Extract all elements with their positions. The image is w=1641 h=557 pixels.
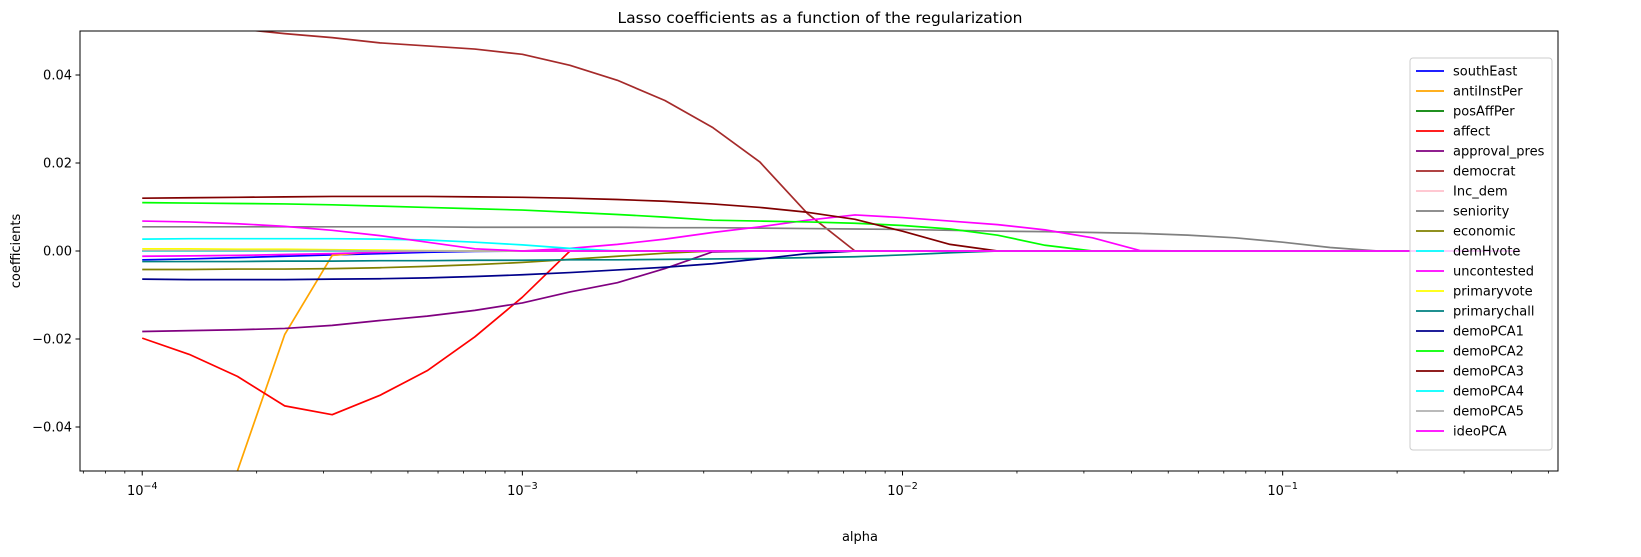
y-tick-label: 0.02 bbox=[43, 157, 72, 172]
legend-label-democrat: democrat bbox=[1453, 165, 1515, 180]
legend-label-demhvote: demHvote bbox=[1453, 245, 1520, 260]
legend-label-demopca5: demoPCA5 bbox=[1453, 405, 1524, 420]
legend-label-approval-pres: approval_pres bbox=[1453, 145, 1545, 160]
legend-label-demopca4: demoPCA4 bbox=[1453, 385, 1524, 400]
legend: southEast antiInstPer posAffPer affect appro… bbox=[1410, 58, 1552, 450]
legend-label-inc-dem: Inc_dem bbox=[1453, 185, 1508, 200]
legend-label-demopca2: demoPCA2 bbox=[1453, 345, 1524, 360]
legend-label-antiinstper: antiInstPer bbox=[1453, 85, 1523, 100]
legend-label-posaffper: posAffPer bbox=[1453, 105, 1515, 120]
y-tick-label: 0.04 bbox=[43, 69, 72, 84]
y-tick-label: 0.00 bbox=[43, 245, 72, 260]
legend-label-southeast: southEast bbox=[1453, 65, 1517, 80]
y-tick-label: −0.04 bbox=[32, 421, 72, 436]
y-axis-label: coefficients bbox=[9, 214, 24, 289]
legend-label-primaryvote: primaryvote bbox=[1453, 285, 1533, 300]
legend-label-uncontested: uncontested bbox=[1453, 265, 1534, 280]
y-tick-label: −0.02 bbox=[32, 333, 72, 348]
legend-label-demopca3: demoPCA3 bbox=[1453, 365, 1524, 380]
legend-label-economic: economic bbox=[1453, 225, 1516, 240]
legend-label-affect: affect bbox=[1453, 125, 1490, 140]
x-axis-label: alpha bbox=[842, 530, 878, 545]
legend-label-seniority: seniority bbox=[1453, 205, 1510, 220]
legend-label-ideopca: ideoPCA bbox=[1453, 425, 1507, 440]
legend-label-primarychall: primarychall bbox=[1453, 305, 1534, 320]
chart-title: Lasso coefficients as a function of the … bbox=[618, 9, 1023, 27]
legend-label-demopca1: demoPCA1 bbox=[1453, 325, 1524, 340]
